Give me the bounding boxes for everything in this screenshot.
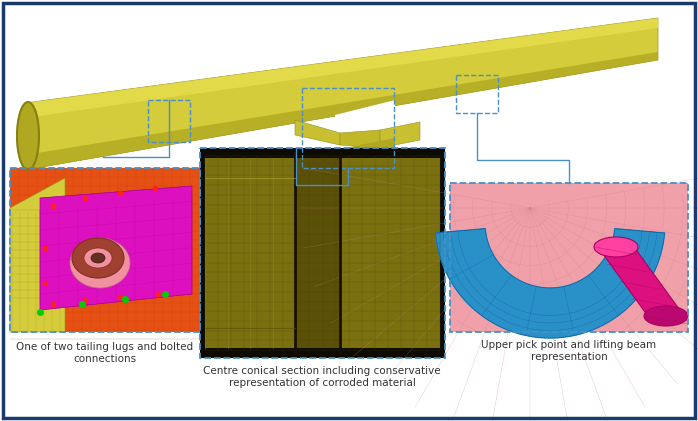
Ellipse shape	[17, 102, 39, 170]
Bar	[450, 183, 688, 332]
Bar	[148, 100, 190, 142]
Polygon shape	[595, 243, 687, 320]
Polygon shape	[10, 178, 65, 332]
Bar	[200, 148, 445, 358]
Polygon shape	[295, 120, 340, 145]
Ellipse shape	[91, 253, 105, 263]
Bar	[450, 183, 688, 332]
Ellipse shape	[72, 238, 124, 278]
Polygon shape	[40, 186, 192, 310]
Bar	[302, 88, 394, 168]
Polygon shape	[335, 100, 395, 125]
Ellipse shape	[644, 306, 688, 326]
Ellipse shape	[84, 248, 112, 268]
Polygon shape	[340, 130, 380, 148]
Bar	[10, 168, 200, 332]
Bar	[200, 148, 445, 358]
Bar	[10, 168, 200, 332]
Ellipse shape	[594, 237, 638, 257]
Ellipse shape	[70, 238, 130, 288]
Bar	[340, 158, 440, 348]
Text: Centre conical section including conservative
representation of corroded materia: Centre conical section including conserv…	[203, 366, 441, 388]
Text: Upper pick point and lifting beam
representation: Upper pick point and lifting beam repres…	[482, 340, 657, 362]
Polygon shape	[436, 229, 664, 338]
Polygon shape	[335, 138, 395, 160]
Text: One of two tailing lugs and bolted
connections: One of two tailing lugs and bolted conne…	[17, 342, 193, 364]
Polygon shape	[25, 18, 658, 118]
Polygon shape	[25, 18, 658, 170]
Polygon shape	[380, 122, 420, 148]
Bar	[205, 158, 295, 348]
Polygon shape	[295, 158, 340, 348]
Bar	[456, 75, 498, 113]
Polygon shape	[25, 52, 658, 170]
